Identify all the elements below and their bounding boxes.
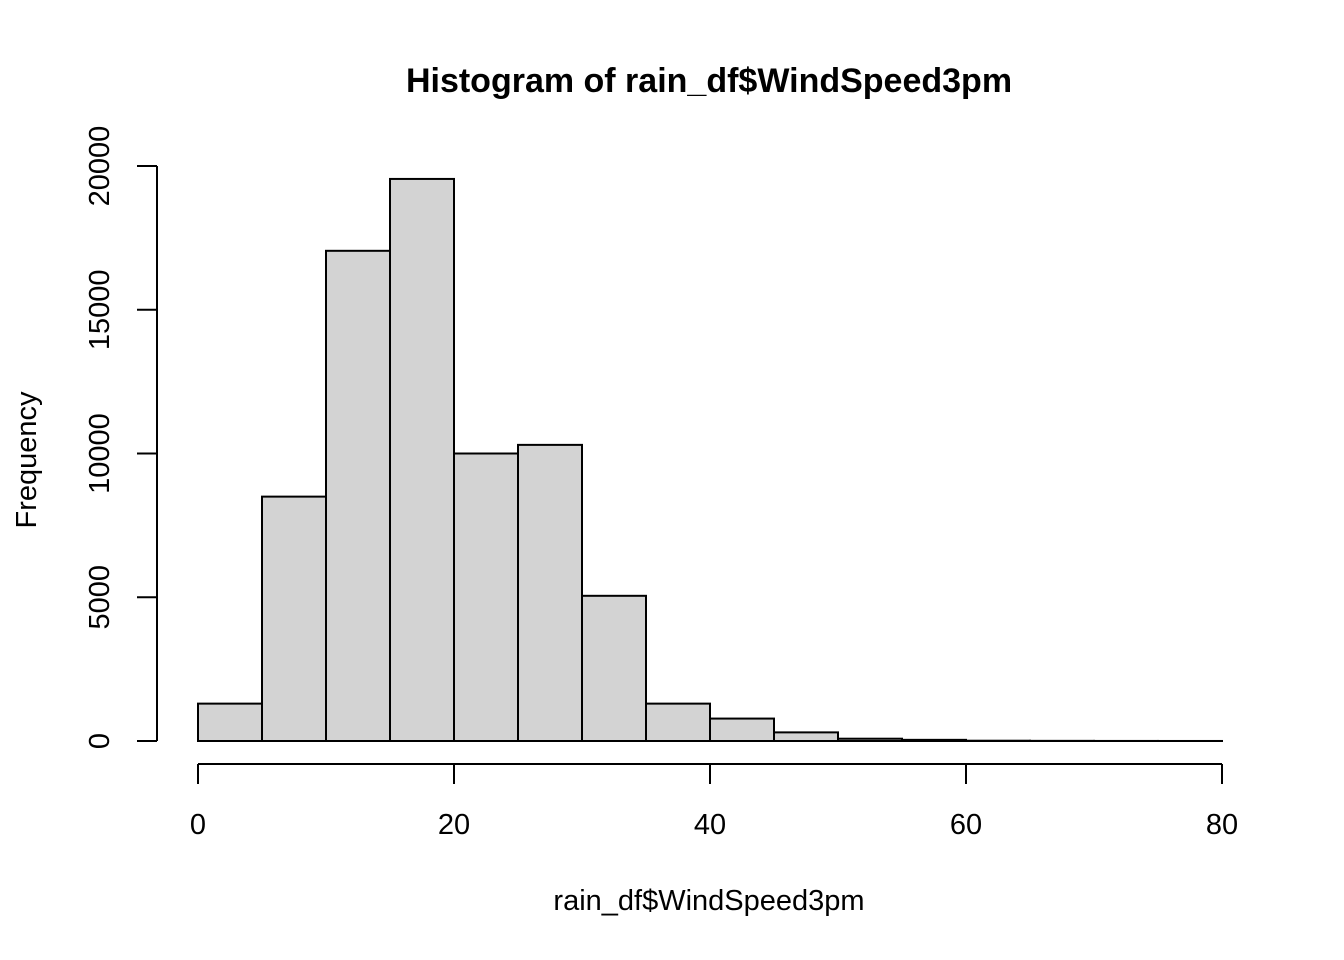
chart-title: Histogram of rain_df$WindSpeed3pm: [406, 62, 1012, 100]
y-tick-label: 15000: [84, 269, 116, 350]
x-tick-label: 20: [438, 809, 470, 841]
histogram-bar: [901, 738, 967, 742]
x-tick-label: 60: [950, 809, 982, 841]
histogram-bar: [261, 495, 327, 742]
y-tick-label: 5000: [84, 565, 116, 630]
y-tick-label: 20000: [84, 126, 116, 207]
x-axis-label: rain_df$WindSpeed3pm: [553, 885, 864, 917]
histogram-bar: [197, 702, 263, 742]
x-tick-label: 40: [694, 809, 726, 841]
histogram-bar: [581, 594, 647, 742]
histogram-bar: [837, 737, 903, 743]
histogram-bar: [517, 443, 583, 742]
histogram-bar: [773, 731, 839, 742]
histogram-bar: [389, 177, 455, 742]
histogram-bar: [325, 249, 391, 742]
histogram-bar: [709, 717, 775, 743]
x-axis: 0 20 40 60 80: [190, 763, 1238, 841]
y-tick-label: 0: [84, 733, 116, 749]
y-axis-label: Frequency: [11, 391, 43, 529]
y-axis: 0 5000 10000 15000 20000: [84, 126, 158, 749]
x-tick-label: 0: [190, 809, 206, 841]
y-tick-label: 10000: [84, 413, 116, 494]
bars-group: [197, 177, 1223, 743]
x-tick-label: 80: [1206, 809, 1238, 841]
histogram-bar: [453, 452, 519, 742]
histogram-bar: [645, 702, 711, 742]
